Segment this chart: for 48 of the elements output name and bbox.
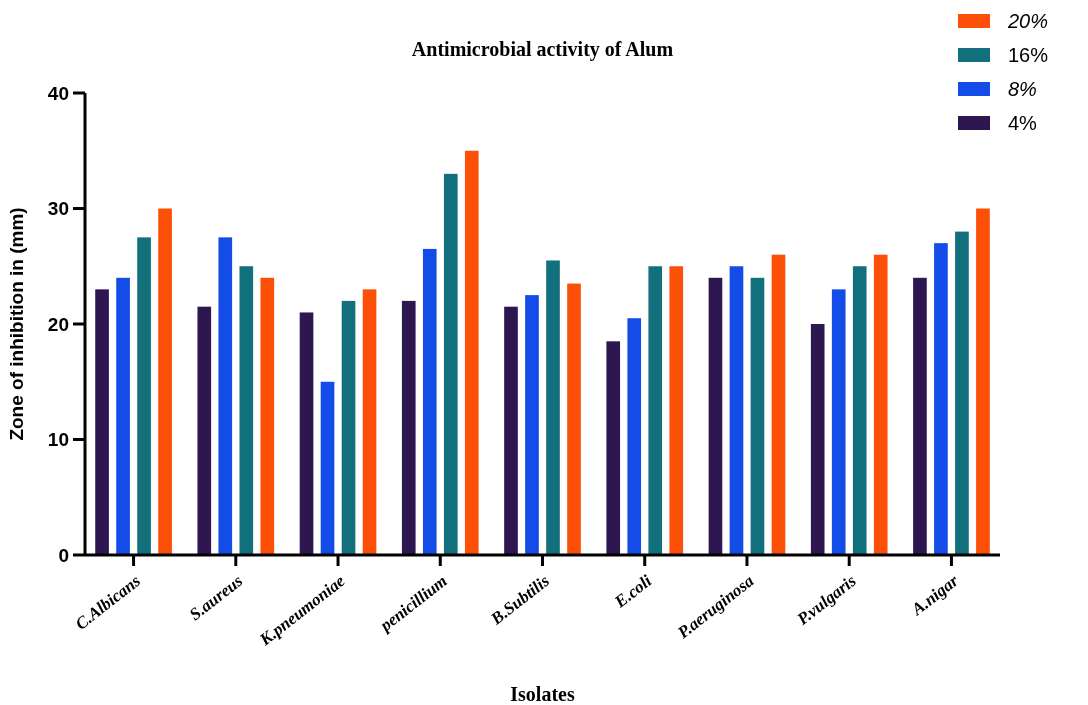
bar xyxy=(546,260,560,555)
bar xyxy=(464,150,479,555)
y-tick-label: 40 xyxy=(47,82,69,104)
bar xyxy=(729,266,744,555)
y-tick-label: 0 xyxy=(58,544,69,566)
bar xyxy=(320,381,335,555)
bar xyxy=(401,300,416,555)
x-axis-title: Isolates xyxy=(510,683,575,705)
bar xyxy=(648,266,663,555)
bar xyxy=(771,254,786,555)
legend-label: 8% xyxy=(1008,78,1037,100)
bar xyxy=(852,266,867,555)
bar xyxy=(422,248,437,555)
bar xyxy=(443,173,458,555)
bar xyxy=(831,289,846,555)
bar xyxy=(239,266,254,555)
bar xyxy=(567,283,581,555)
bar xyxy=(525,295,539,555)
bar xyxy=(976,208,990,555)
bar xyxy=(218,237,233,555)
bar xyxy=(158,208,172,555)
bar xyxy=(955,231,969,555)
bar xyxy=(669,266,684,555)
bar xyxy=(873,254,888,555)
bar xyxy=(606,341,621,555)
bar xyxy=(362,289,377,555)
bar xyxy=(750,277,765,555)
bar xyxy=(627,318,642,555)
chart-title: Antimicrobial activity of Alum xyxy=(411,38,674,61)
bar xyxy=(95,289,109,555)
bar xyxy=(197,306,212,555)
bar xyxy=(299,312,314,555)
bar xyxy=(137,237,151,555)
bar xyxy=(341,300,356,555)
y-tick-label: 20 xyxy=(47,313,69,335)
y-tick-label: 30 xyxy=(47,198,69,220)
bar xyxy=(810,324,825,555)
bar xyxy=(934,243,948,555)
bar xyxy=(913,277,927,555)
y-tick-label: 10 xyxy=(47,429,69,451)
legend-label: 4% xyxy=(1008,112,1038,134)
bar xyxy=(504,306,518,555)
bar xyxy=(708,277,723,555)
legend-label: 16% xyxy=(1008,44,1049,66)
bar xyxy=(260,277,275,555)
legend-label: 20% xyxy=(1007,10,1049,32)
bar xyxy=(116,277,130,555)
y-axis-title: Zone of inhibition in (mm) xyxy=(6,207,27,441)
